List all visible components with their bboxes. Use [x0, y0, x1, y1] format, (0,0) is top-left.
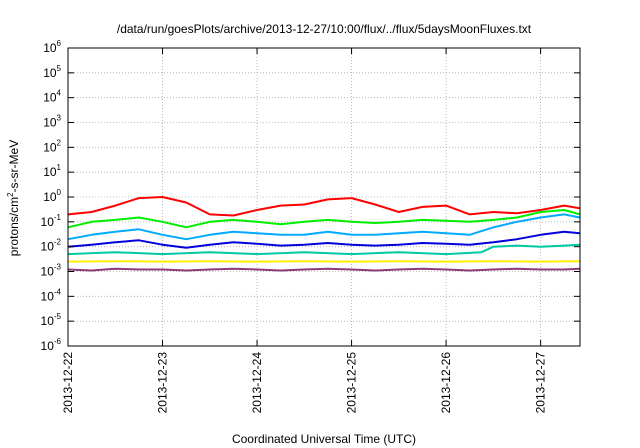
y-tick-label: 101	[43, 163, 61, 179]
y-tick-label: 10-3	[41, 263, 62, 279]
y-tick-base: 10	[43, 66, 57, 80]
y-tick-exponent: -4	[54, 287, 62, 296]
y-tick-base: 10	[41, 215, 55, 229]
y-tick-base: 10	[41, 289, 55, 303]
y-tick-exponent: -1	[54, 213, 62, 222]
x-tick-label: 2013-12-24	[250, 352, 264, 414]
y-tick-exponent: -2	[54, 238, 62, 247]
series-line-1	[67, 196, 581, 217]
y-tick-exponent: 0	[57, 188, 62, 197]
y-tick-base: 10	[41, 265, 55, 279]
y-tick-exponent: -6	[54, 337, 62, 346]
y-tick-label: 104	[43, 89, 61, 105]
x-axis: 2013-12-22 2013-12-23 2013-12-24 2013-12-25…	[61, 48, 548, 413]
x-axis-label: Coordinated Universal Time (UTC)	[232, 432, 416, 446]
y-axis-label: protons/cm2-s-sr-MeV	[6, 140, 21, 256]
y-tick-base: 10	[43, 190, 57, 204]
chart-title: /data/run/goesPlots/archive/2013-12-27/1…	[117, 22, 532, 36]
series-line-7	[67, 267, 581, 272]
y-tick-base: 10	[43, 116, 57, 130]
y-tick-label: 10-1	[41, 213, 62, 229]
x-tick-label: 2013-12-23	[156, 352, 170, 414]
y-tick-exponent: 6	[57, 39, 62, 48]
series-line-5	[67, 243, 581, 256]
y-tick-base: 10	[43, 140, 57, 154]
y-tick-label: 10-2	[41, 238, 62, 254]
y-tick-exponent: 2	[57, 138, 62, 147]
x-tick-label: 2013-12-25	[345, 352, 359, 414]
y-tick-label: 10-6	[41, 337, 62, 353]
y-axis-label-suffix: -s-sr-MeV	[7, 140, 21, 193]
y-tick-label: 105	[43, 64, 61, 80]
y-tick-exponent: 1	[57, 163, 62, 172]
series-layer	[67, 196, 581, 272]
y-tick-base: 10	[41, 339, 55, 353]
y-axis-label-sup: 2	[6, 192, 15, 197]
y-tick-exponent: 4	[57, 89, 62, 98]
y-tick-label: 102	[43, 138, 61, 154]
y-axis-label-prefix: protons/cm	[7, 197, 21, 256]
y-tick-label: 106	[43, 39, 61, 55]
y-tick-label: 103	[43, 114, 61, 130]
x-tick-label: 2013-12-26	[439, 352, 453, 414]
series-line-3	[67, 213, 581, 241]
y-tick-label: 10-4	[41, 287, 62, 303]
y-tick-exponent: 5	[57, 64, 62, 73]
series-line-2	[67, 209, 581, 229]
y-tick-label: 100	[43, 188, 61, 204]
y-tick-exponent: -5	[54, 312, 62, 321]
y-tick-label: 10-5	[41, 312, 62, 328]
y-tick-base: 10	[41, 240, 55, 254]
y-tick-base: 10	[43, 91, 57, 105]
y-tick-exponent: -3	[54, 263, 62, 272]
y-tick-base: 10	[41, 314, 55, 328]
y-axis: 10-610-510-410-310-210-11001011021031041…	[41, 39, 580, 353]
x-tick-label: 2013-12-27	[534, 352, 548, 414]
y-tick-base: 10	[43, 165, 57, 179]
x-tick-label: 2013-12-22	[61, 352, 75, 414]
series-line-4	[67, 230, 581, 249]
y-tick-exponent: 3	[57, 114, 62, 123]
y-tick-base: 10	[43, 41, 57, 55]
